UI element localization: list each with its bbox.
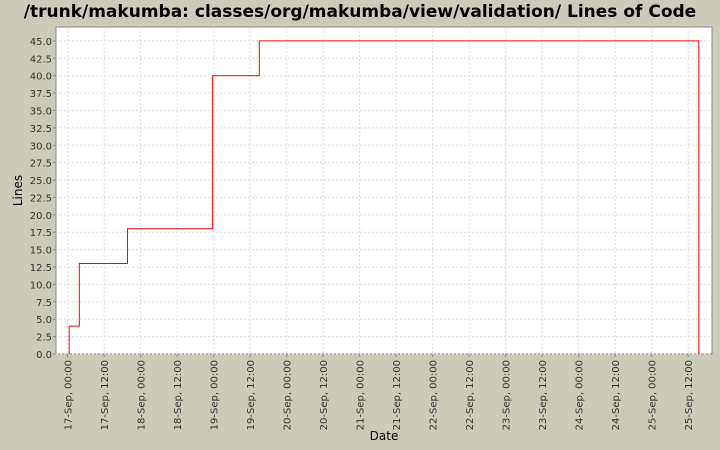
y-tick-label: 45.0	[30, 37, 52, 48]
x-tick-label: 19-Sep, 00:00	[210, 360, 221, 430]
x-tick-label: 24-Sep, 00:00	[575, 360, 586, 430]
y-tick-label: 17.5	[30, 228, 52, 239]
y-tick-label: 0.0	[36, 350, 52, 361]
x-tick-label: 23-Sep, 12:00	[538, 360, 549, 430]
x-tick-label: 21-Sep, 12:00	[392, 360, 403, 430]
x-tick-label: 17-Sep, 00:00	[64, 360, 75, 430]
x-tick-label: 24-Sep, 12:00	[611, 360, 622, 430]
y-tick-label: 42.5	[30, 54, 52, 65]
y-tick-label: 10.0	[30, 280, 52, 291]
x-tick-label: 21-Sep, 00:00	[356, 360, 367, 430]
x-tick-label: 25-Sep, 12:00	[684, 360, 695, 430]
y-tick-label: 25.0	[30, 176, 52, 187]
x-tick-label: 22-Sep, 12:00	[465, 360, 476, 430]
series-line	[68, 40, 700, 354]
chart-title: /trunk/makumba: classes/org/makumba/view…	[23, 2, 697, 22]
x-tick-label: 20-Sep, 12:00	[319, 360, 330, 430]
x-tick-label: 25-Sep, 00:00	[648, 360, 659, 430]
plot-area	[55, 26, 713, 355]
x-axis-label: Date	[370, 429, 399, 443]
y-tick-label: 27.5	[30, 159, 52, 170]
y-tick-label: 37.5	[30, 89, 52, 100]
x-tick-label: 18-Sep, 12:00	[173, 360, 184, 430]
y-tick-label: 32.5	[30, 124, 52, 135]
x-tick-label: 23-Sep, 00:00	[502, 360, 513, 430]
y-tick-label: 5.0	[36, 315, 52, 326]
x-tick-label: 22-Sep, 00:00	[429, 360, 440, 430]
y-tick-label: 12.5	[30, 263, 52, 274]
y-tick-label: 30.0	[30, 141, 52, 152]
y-tick-label: 22.5	[30, 193, 52, 204]
x-tick-label: 17-Sep, 12:00	[100, 360, 111, 430]
x-tick-label: 19-Sep, 12:00	[246, 360, 257, 430]
y-tick-label: 40.0	[30, 72, 52, 83]
y-axis-label: Lines	[11, 175, 25, 206]
y-tick-label: 20.0	[30, 211, 52, 222]
y-tick-label: 35.0	[30, 106, 52, 117]
y-tick-label: 2.5	[36, 333, 52, 344]
y-tick-label: 15.0	[30, 246, 52, 257]
x-tick-label: 20-Sep, 00:00	[283, 360, 294, 430]
y-tick-label: 7.5	[36, 298, 52, 309]
x-tick-label: 18-Sep, 00:00	[137, 360, 148, 430]
